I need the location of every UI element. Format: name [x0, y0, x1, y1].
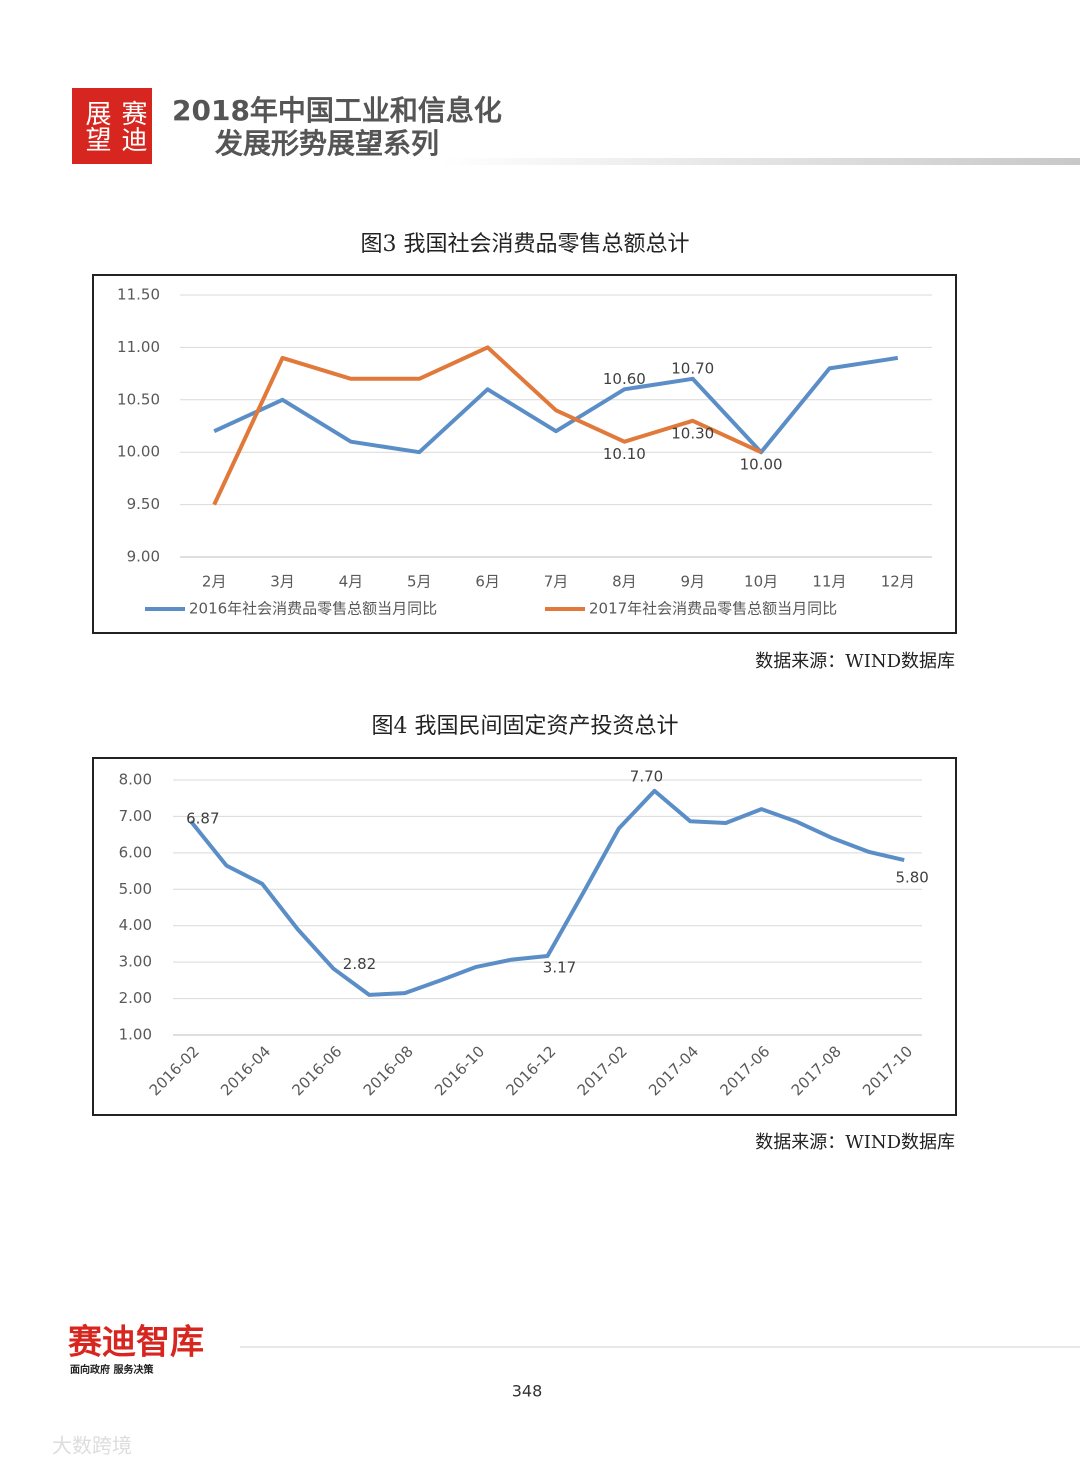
y-tick-label: 8.00 [119, 771, 152, 789]
x-tick-label: 9月 [680, 573, 705, 591]
y-tick-label: 10.00 [117, 443, 160, 461]
y-tick-label: 7.00 [119, 807, 152, 825]
logo-text: 展望 [81, 100, 111, 152]
x-tick-label: 4月 [339, 573, 364, 591]
y-tick-label: 10.50 [117, 390, 160, 408]
series-line [213, 355, 899, 455]
x-tick-label: 2017-08 [788, 1042, 845, 1099]
x-tick-label: 8月 [612, 573, 637, 591]
x-tick-label: 2016-12 [502, 1042, 559, 1099]
x-tick-label: 6月 [475, 573, 500, 591]
x-tick-label: 7月 [544, 573, 569, 591]
x-tick-label: 12月 [881, 573, 915, 591]
watermark: 大数跨境 [52, 1434, 132, 1458]
series-line [189, 788, 905, 997]
y-tick-label: 9.00 [127, 548, 160, 566]
header-rule [440, 158, 1080, 165]
data-label: 10.70 [671, 359, 714, 377]
logo-box [72, 88, 152, 164]
x-tick-label: 2017-06 [716, 1042, 773, 1099]
x-tick-label: 11月 [812, 573, 846, 591]
series-line [212, 345, 762, 506]
data-label: 7.70 [630, 767, 663, 785]
y-tick-label: 5.00 [119, 880, 152, 898]
x-tick-label: 2016-10 [431, 1042, 488, 1099]
x-tick-label: 3月 [270, 573, 295, 591]
chart-frame [92, 274, 957, 634]
header-title: 发展形势展望系列 [214, 127, 439, 160]
footer-slogan: 面向政府 服务决策 [70, 1363, 154, 1376]
y-tick-label: 9.50 [127, 495, 160, 513]
x-tick-label: 2月 [202, 573, 227, 591]
footer-brand: 赛迪智库 [68, 1323, 204, 1363]
legend-label: 2016年社会消费品零售总额当月同比 [189, 600, 437, 618]
legend-label: 2017年社会消费品零售总额当月同比 [589, 600, 837, 618]
x-tick-label: 2016-04 [217, 1042, 274, 1099]
logo-text: 赛迪 [117, 100, 147, 152]
y-tick-label: 4.00 [119, 916, 152, 934]
x-tick-label: 2016-02 [146, 1042, 203, 1099]
x-tick-label: 10月 [744, 573, 778, 591]
charts: 9.00 9.50 10.00 10.50 11.00 11.50 2月 3月 4月 5月 6月 7月… [117, 286, 932, 1099]
figure-caption: 图4 我国民间固定资产投资总计 [372, 714, 679, 739]
page-number: 348 [512, 1382, 543, 1401]
data-label: 10.60 [603, 370, 646, 388]
data-label: 10.30 [671, 424, 714, 442]
x-tick-label: 5月 [407, 573, 432, 591]
figure-caption: 图3 我国社会消费品零售总额总计 [361, 232, 690, 257]
x-tick-label: 2017-10 [859, 1042, 916, 1099]
y-tick-label: 1.00 [119, 1026, 152, 1044]
y-tick-label: 3.00 [119, 953, 152, 971]
x-tick-label: 2017-04 [645, 1042, 702, 1099]
x-tick-label: 2016-08 [360, 1042, 417, 1099]
data-label: 10.00 [740, 456, 783, 474]
data-label: 3.17 [543, 958, 576, 976]
source-note: 数据来源：WIND数据库 [755, 651, 955, 672]
chart-frame [92, 757, 957, 1116]
y-tick-label: 11.50 [117, 286, 160, 304]
data-label: 5.80 [895, 869, 928, 887]
data-label: 2.82 [343, 955, 376, 973]
header-title: 2018年中国工业和信息化 [172, 94, 502, 127]
data-label: 10.10 [603, 445, 646, 463]
y-tick-label: 11.00 [117, 338, 160, 356]
data-label: 6.87 [186, 810, 219, 828]
y-tick-label: 6.00 [119, 843, 152, 861]
y-tick-label: 2.00 [119, 989, 152, 1007]
x-tick-label: 2017-02 [574, 1042, 631, 1099]
source-note: 数据来源：WIND数据库 [755, 1132, 955, 1153]
x-tick-label: 2016-06 [288, 1042, 345, 1099]
